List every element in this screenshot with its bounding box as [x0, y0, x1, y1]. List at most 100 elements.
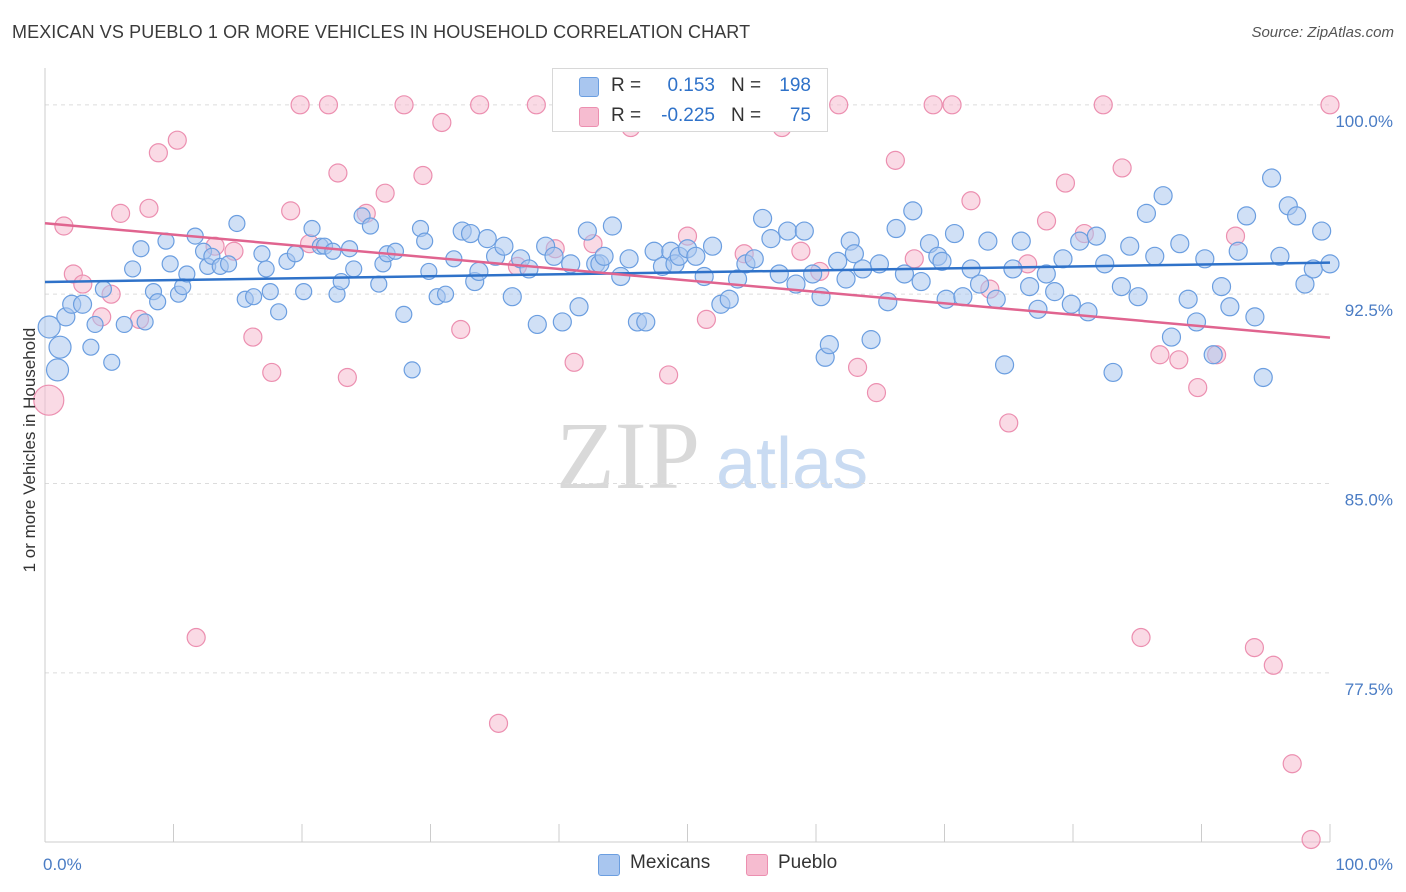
mexicans-point [794, 221, 814, 241]
mexicans-point [370, 275, 388, 293]
mexicans-point [1103, 362, 1123, 383]
pueblo-point [1169, 350, 1189, 370]
mexicans-point [103, 353, 121, 371]
trend-lines [44, 221, 1331, 339]
pueblo-point [167, 130, 187, 150]
mexicans-point [569, 297, 589, 317]
mexicans-point [1036, 264, 1056, 284]
n-label: N = [731, 75, 762, 96]
chart-source: Source: ZipAtlas.com [1251, 24, 1394, 41]
mexicans-point [819, 335, 839, 355]
mexicans-point [602, 216, 623, 236]
legend-label: Mexicans [630, 852, 711, 873]
mexicans-point [161, 255, 179, 273]
mexicans-point [1070, 231, 1090, 251]
pueblo-point [847, 357, 868, 377]
mexicans-point [1003, 259, 1023, 279]
mexicans-point [886, 218, 906, 239]
pueblo-point [696, 309, 716, 330]
mexicans-point [761, 229, 781, 249]
pueblo-point [1055, 173, 1076, 193]
mexicans-point [1078, 302, 1098, 322]
pueblo-point [1093, 95, 1113, 115]
pueblo-point [564, 352, 584, 372]
pueblo-point [290, 95, 310, 115]
mexicans-point [477, 229, 497, 249]
n-label: N = [731, 105, 762, 126]
mexicans-point [124, 260, 142, 278]
mexicans-point [361, 217, 380, 235]
stats-row-pueblo: R = -0.225 N = 75 [553, 101, 827, 129]
mexicans-point [986, 289, 1006, 309]
r-value: 0.153 [667, 75, 715, 96]
pueblo-point [432, 112, 452, 133]
mexicans-point [1153, 186, 1173, 206]
mexicans-point [460, 223, 481, 244]
mexicans-point [261, 283, 279, 301]
pueblo-point [394, 95, 414, 115]
mexicans-point [611, 266, 631, 287]
mexicans-point [1120, 236, 1140, 256]
mexicans-point [219, 255, 238, 273]
pueblo-point [1112, 158, 1132, 178]
pueblo-point [73, 274, 93, 294]
mexicans-point [911, 271, 931, 292]
mexicans-point [136, 313, 154, 331]
mexicans-point [619, 249, 639, 269]
pueblo-point [328, 163, 348, 183]
mexicans-point [94, 280, 113, 298]
pueblo-point [1036, 211, 1057, 231]
chart-title: MEXICAN VS PUEBLO 1 OR MORE VEHICLES IN … [12, 22, 751, 42]
x-tick-label: 0.0% [43, 855, 82, 874]
mexicans-point [936, 289, 956, 309]
mexicans-point [1053, 249, 1073, 269]
mexicans-point [552, 312, 572, 332]
r-value: -0.225 [661, 105, 715, 126]
mexicans-point [286, 245, 304, 263]
n-value: 75 [789, 105, 811, 126]
mexicans-point [1170, 234, 1190, 254]
mexicans-point [245, 288, 263, 306]
mexicans-point [1270, 246, 1290, 266]
mexicans-point [686, 246, 706, 266]
stats-box: R = 0.153 N = 198 R = -0.225 N = 75 [552, 68, 828, 132]
mexicans-point [719, 289, 739, 309]
mexicans-point [744, 249, 764, 269]
pueblo-point [318, 95, 339, 115]
y-tick-label: 100.0% [1335, 112, 1393, 131]
mexicans-point [702, 236, 723, 256]
mexicans-point [811, 287, 831, 307]
mexicans-point [803, 264, 823, 284]
x-tick-label: 100.0% [1335, 855, 1393, 874]
mexicans-point [932, 251, 952, 271]
y-tick-label: 92.5% [1345, 301, 1393, 320]
mexicans-point [270, 303, 288, 321]
pueblo-point [829, 95, 849, 115]
mexicans-point [178, 265, 196, 283]
mexicans-point [636, 312, 656, 332]
mexicans-point [436, 285, 455, 303]
pueblo-point [375, 183, 395, 203]
pueblo-point [999, 413, 1019, 433]
mexicans-point [577, 221, 597, 241]
mexicans-points [37, 168, 1340, 388]
mexicans-point [828, 251, 848, 271]
mexicans-point [1295, 274, 1315, 294]
mexicans-point [257, 260, 275, 278]
y-axis-label: 1 or more Vehicles in Household [20, 327, 39, 573]
mexicans-trend-line [44, 261, 1331, 284]
mexicans-point [969, 274, 990, 294]
pueblo-point [139, 198, 159, 218]
r-label: R = [611, 75, 642, 96]
mexicans-point [345, 260, 363, 278]
pueblo-point [243, 327, 263, 347]
pueblo-point [1320, 95, 1340, 115]
mexicans-point [37, 315, 61, 339]
pueblo-point [148, 143, 168, 163]
mexicans-point [45, 358, 70, 382]
pueblo-point [488, 713, 509, 733]
mexicans-point [395, 305, 413, 323]
mexicans-point [228, 214, 246, 233]
pueblo-point [942, 95, 962, 115]
mexicans-point [303, 219, 321, 238]
